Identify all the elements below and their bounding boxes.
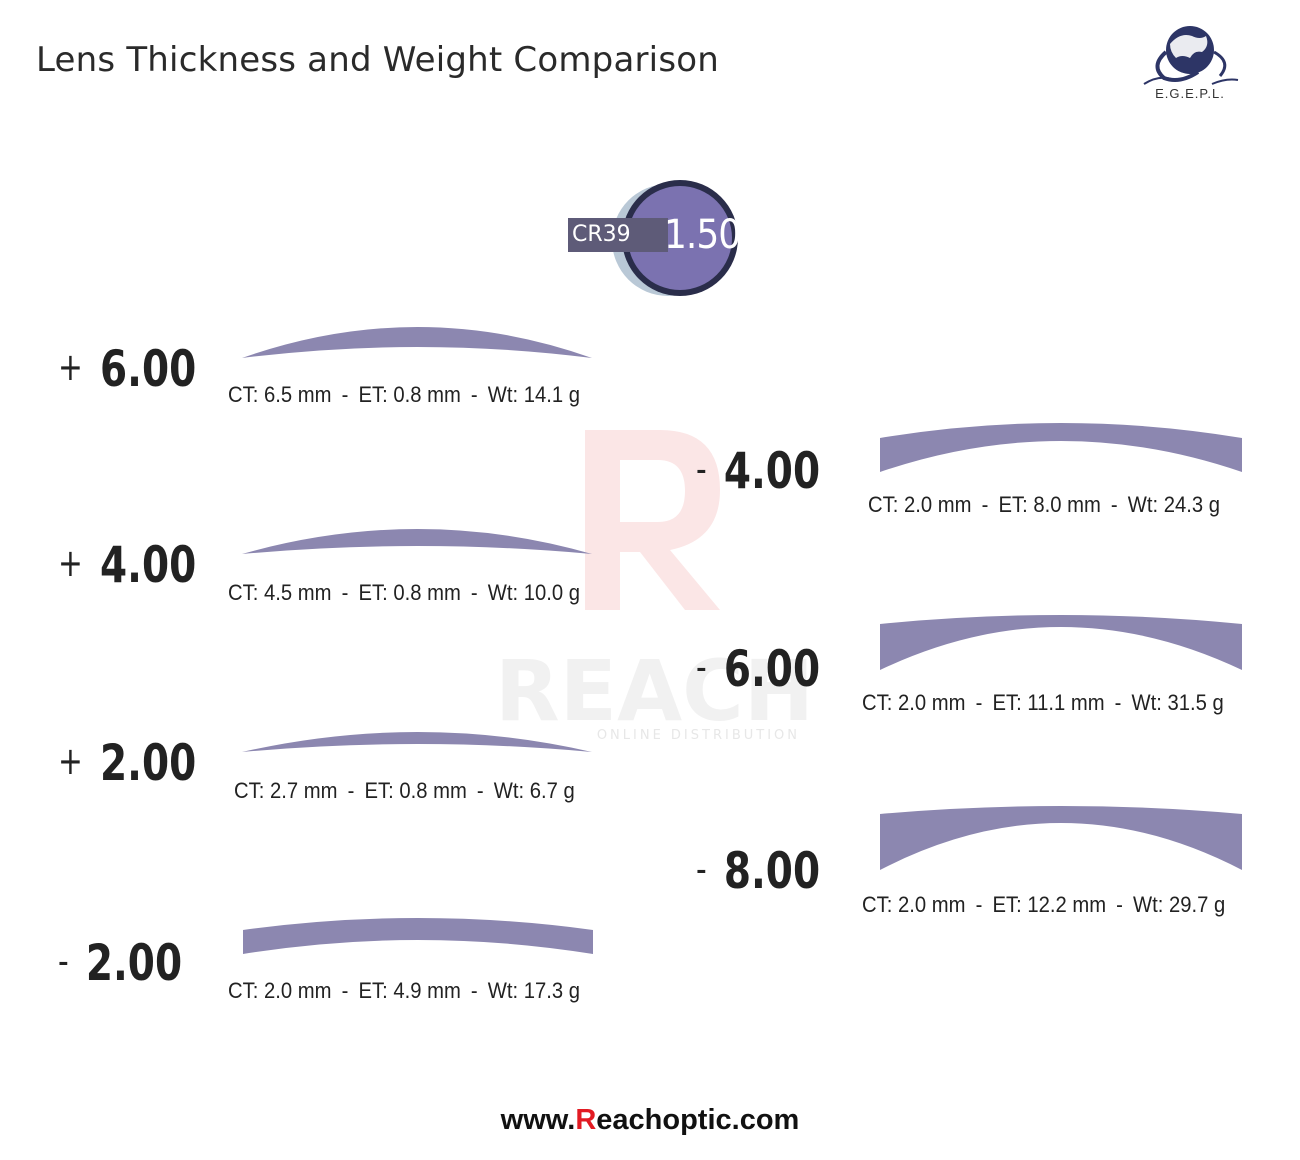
edge-thickness: ET: 0.8 mm [364,778,467,803]
power-label: -4.00 [696,442,820,500]
lens-weight: Wt: 24.3 g [1127,492,1221,517]
lens-metrics: CT: 2.0 mm - ET: 4.9 mm - Wt: 17.3 g [228,978,581,1003]
power-value: 4.00 [99,536,197,594]
website-link[interactable]: www.Reachoptic.com [0,1104,1300,1137]
power-sign: + [58,345,83,389]
lens-metrics: CT: 2.0 mm - ET: 11.1 mm - Wt: 31.5 g [862,690,1224,715]
power-value: 2.00 [99,734,197,792]
material-badge: CR39 1.50 [568,176,741,300]
power-label: +4.00 [58,536,196,594]
lens-profile [880,615,1242,670]
lens-profile [243,918,593,954]
refractive-index: 1.50 [664,212,741,258]
center-thickness: CT: 2.7 mm [234,778,338,803]
power-value: 6.00 [99,340,197,398]
edge-thickness: ET: 8.0 mm [998,492,1101,517]
edge-thickness: ET: 0.8 mm [358,382,461,407]
edge-thickness: ET: 4.9 mm [358,978,461,1003]
lens-metrics: CT: 2.0 mm - ET: 12.2 mm - Wt: 29.7 g [862,892,1226,917]
edge-thickness: ET: 12.2 mm [992,892,1107,917]
power-label: -6.00 [696,640,820,698]
watermark-word: REACH [495,642,814,740]
lens-profile [880,423,1242,472]
center-thickness: CT: 2.0 mm [868,492,972,517]
logo-text: E.G.E.P.L. [1155,86,1225,101]
lens-weight: Wt: 10.0 g [487,580,581,605]
footer-highlight: R [575,1104,597,1136]
material-type: CR39 [572,222,631,247]
power-value: 4.00 [723,442,821,500]
footer-suffix: eachoptic.com [596,1104,800,1136]
lens-metrics: CT: 2.0 mm - ET: 8.0 mm - Wt: 24.3 g [868,492,1221,517]
power-sign: - [696,447,707,491]
company-logo: E.G.E.P.L. [1140,22,1240,112]
power-sign: - [696,645,707,689]
lens-weight: Wt: 31.5 g [1131,690,1224,715]
lens-weight: Wt: 6.7 g [493,778,575,803]
power-label: +6.00 [58,340,196,398]
lens-profile [242,732,592,752]
power-value: 2.00 [85,934,183,992]
reach-watermark: REACH [495,430,814,740]
lens-metrics: CT: 6.5 mm - ET: 0.8 mm - Wt: 14.1 g [228,382,581,407]
lens-profile [880,806,1242,870]
lens-profile [242,529,592,554]
lens-profile [242,327,592,358]
power-sign: + [58,739,83,783]
power-value: 6.00 [723,640,821,698]
power-label: -2.00 [58,934,182,992]
watermark-subtitle: ONLINE DISTRIBUTION [596,728,800,743]
power-sign: + [58,541,83,585]
power-sign: - [58,939,69,983]
lens-metrics: CT: 4.5 mm - ET: 0.8 mm - Wt: 10.0 g [228,580,581,605]
globe-eagle-logo-icon [1143,26,1239,85]
edge-thickness: ET: 0.8 mm [358,580,461,605]
lens-metrics: CT: 2.7 mm - ET: 0.8 mm - Wt: 6.7 g [234,778,575,803]
center-thickness: CT: 2.0 mm [228,978,332,1003]
lens-disc-icon [568,180,738,296]
center-thickness: CT: 4.5 mm [228,580,332,605]
power-label: +2.00 [58,734,196,792]
page-title: Lens Thickness and Weight Comparison [36,40,719,80]
center-thickness: CT: 2.0 mm [862,892,966,917]
lens-weight: Wt: 17.3 g [487,978,581,1003]
center-thickness: CT: 6.5 mm [228,382,332,407]
lens-weight: Wt: 29.7 g [1133,892,1226,917]
center-thickness: CT: 2.0 mm [862,690,966,715]
power-value: 8.00 [723,842,821,900]
power-sign: - [696,847,707,891]
footer-prefix: www. [500,1104,576,1136]
lens-weight: Wt: 14.1 g [487,382,581,407]
power-label: -8.00 [696,842,820,900]
edge-thickness: ET: 11.1 mm [992,690,1105,715]
